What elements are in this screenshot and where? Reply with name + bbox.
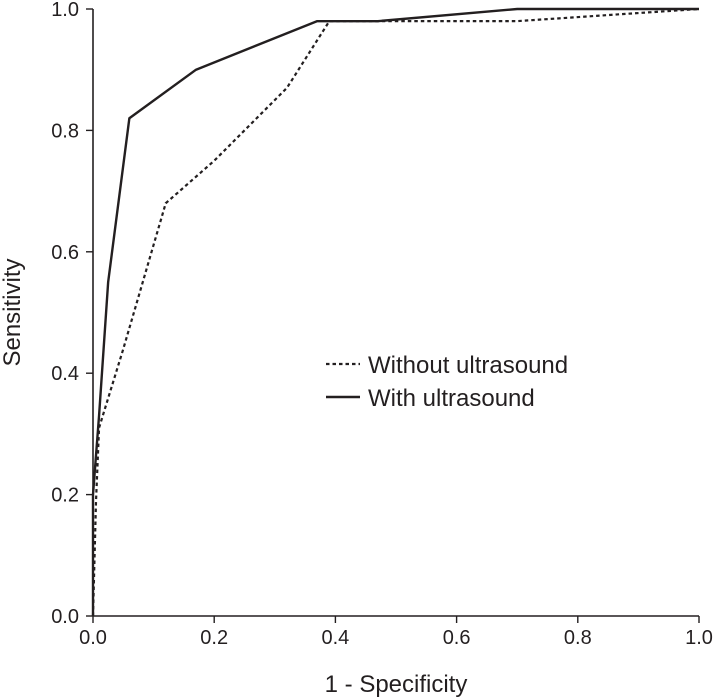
series-line-without-ultrasound <box>91 7 700 617</box>
y-tick-label: 0.6 <box>51 242 79 264</box>
x-tick-label: 0.0 <box>79 627 107 649</box>
x-tick-label: 0.8 <box>564 627 592 649</box>
x-tick-label: 0.2 <box>200 627 228 649</box>
y-axis-title: Sensitivity <box>0 258 26 366</box>
axes-group: 0.0 0.2 0.4 0.6 0.8 1.0 0.0 0.2 0.4 0.6 0.8 1.0 <box>51 0 713 649</box>
y-tick-label: 0.0 <box>51 606 79 628</box>
y-tick-label: 0.4 <box>51 363 79 385</box>
series-group <box>91 7 700 617</box>
y-tick-label: 0.8 <box>51 120 79 142</box>
x-axis-title: 1 - Specificity <box>325 671 468 698</box>
legend-label-with-ultrasound: With ultrasound <box>368 385 535 412</box>
x-tick-label: 1.0 <box>685 627 713 649</box>
legend-label-without-ultrasound: Without ultrasound <box>368 352 568 379</box>
y-tick-label: 0.2 <box>51 485 79 507</box>
series-line-with-ultrasound <box>91 7 699 616</box>
legend: Without ultrasound With ultrasound <box>326 352 568 412</box>
y-tick-label: 1.0 <box>51 0 79 21</box>
x-tick-label: 0.6 <box>443 627 471 649</box>
x-tick-label: 0.4 <box>321 627 349 649</box>
